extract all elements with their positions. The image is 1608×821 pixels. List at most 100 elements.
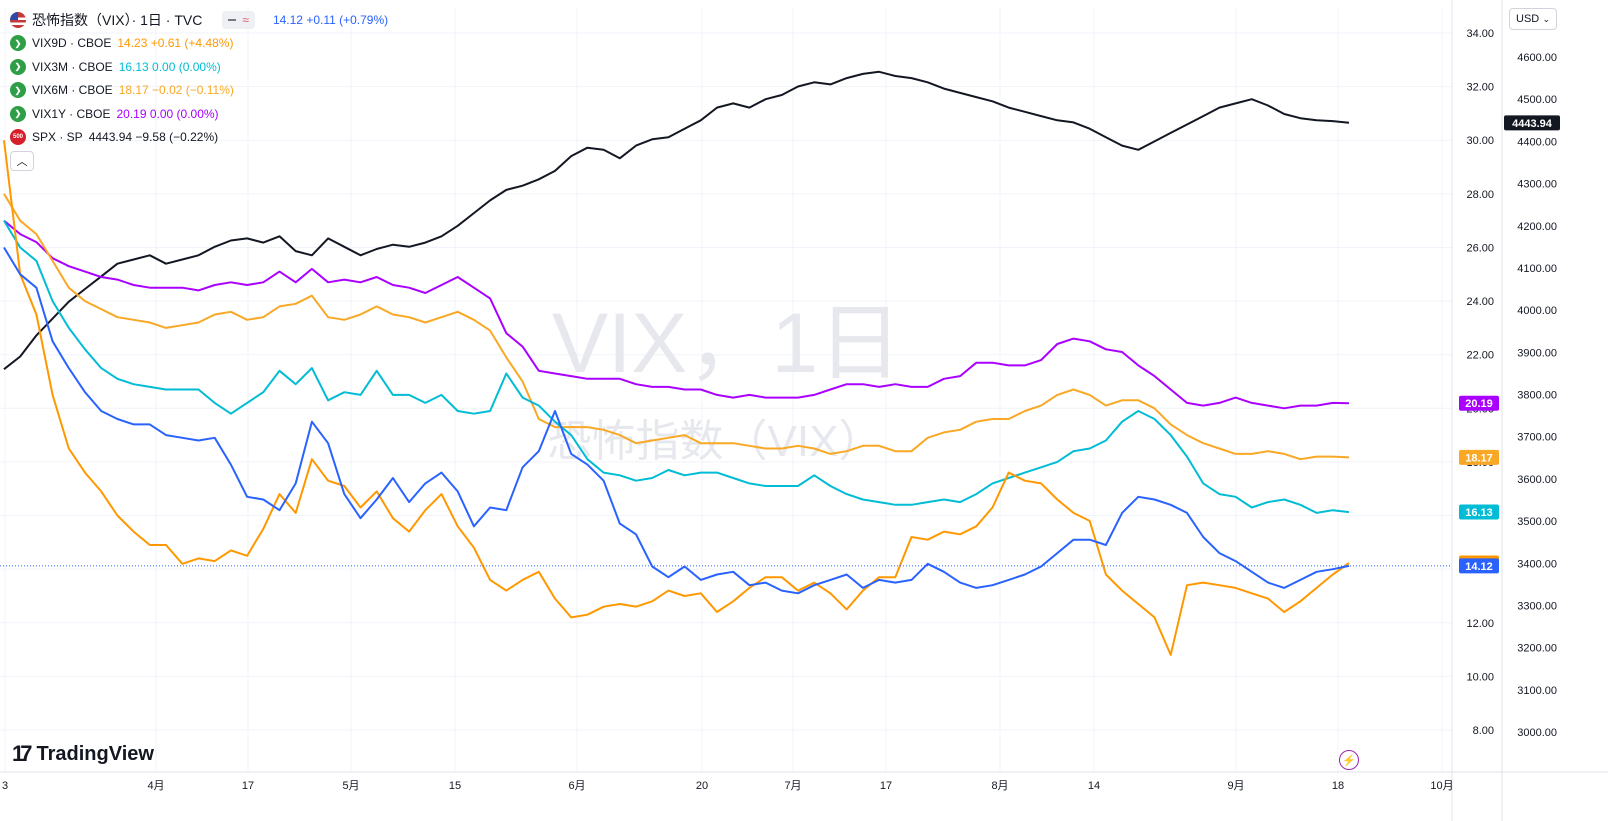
chevron-down-icon: ⌄ xyxy=(1542,13,1550,24)
last-value-text: 16.13 xyxy=(1465,507,1493,519)
last-value-text: 20.19 xyxy=(1465,398,1493,410)
legend-quote: 20.19 0.00 (0.00%) xyxy=(116,106,219,121)
series-line-SPX xyxy=(3,70,1350,370)
time-axis-tick: 4月 xyxy=(147,780,164,792)
left-axis-tick: 22.00 xyxy=(1466,350,1494,362)
right-axis-tick: 4100.00 xyxy=(1517,263,1557,275)
legend-symbol: SPX · SP xyxy=(32,130,83,145)
time-axis-tick: 10月 xyxy=(1430,780,1453,792)
lightning-icon[interactable]: ⚡ xyxy=(1339,750,1359,770)
right-axis-tick: 3800.00 xyxy=(1517,390,1557,402)
green-chevron-icon: ❯ xyxy=(10,82,26,99)
time-axis-tick: 15 xyxy=(449,780,461,792)
left-axis-tick: 10.00 xyxy=(1466,671,1494,683)
right-axis-tick: 3200.00 xyxy=(1517,643,1557,655)
time-axis-tick: 18 xyxy=(1332,780,1344,792)
time-axis-tick: 14 xyxy=(1088,780,1100,792)
green-chevron-icon: ❯ xyxy=(10,105,26,122)
right-axis-tick: 3700.00 xyxy=(1517,432,1557,444)
time-axis-tick: 9月 xyxy=(1227,780,1244,792)
legend-row-2[interactable]: ❯ VIX6M · CBOE 18.17 −0.02 (−0.11%) xyxy=(10,79,388,103)
last-value-badge xyxy=(1459,558,1499,574)
last-value-badge xyxy=(1459,395,1499,411)
time-axis-tick: 20 xyxy=(696,780,708,792)
last-value-text: 4443.94 xyxy=(1512,118,1553,130)
line-style-icon xyxy=(228,18,237,21)
left-axis-tick: 26.00 xyxy=(1466,242,1494,254)
collapse-legend-button[interactable]: ︿ xyxy=(10,151,34,171)
right-axis-tick: 3600.00 xyxy=(1517,474,1557,486)
legend-quote: 14.23 +0.61 (+4.48%) xyxy=(117,36,234,51)
series-line-恐怖指数（VIX） xyxy=(3,246,1350,595)
right-axis-tick: 4500.00 xyxy=(1517,94,1557,106)
tradingview-mark-icon: 17 xyxy=(12,741,33,766)
legend-quote: 18.17 −0.02 (−0.11%) xyxy=(118,83,234,98)
right-axis-tick: 4600.00 xyxy=(1517,52,1557,64)
time-axis-tick: 5月 xyxy=(342,780,359,792)
right-axis-tick: 3400.00 xyxy=(1517,558,1557,570)
symbol-legend: 恐怖指数（VIX）· 1日 · TVC ≈ 14.12 +0.11 (+0.79… xyxy=(10,8,388,171)
last-value-badge xyxy=(1459,449,1499,465)
left-axis-tick: 32.00 xyxy=(1466,82,1494,94)
currency-selector[interactable]: USD ⌄ xyxy=(1509,8,1557,30)
legend-row-3[interactable]: ❯ VIX1Y · CBOE 20.19 0.00 (0.00%) xyxy=(10,102,388,126)
main-symbol-quote: 14.12 +0.11 (+0.79%) xyxy=(272,12,389,27)
green-chevron-icon: ❯ xyxy=(10,35,26,52)
main-symbol-row[interactable]: 恐怖指数（VIX）· 1日 · TVC ≈ 14.12 +0.11 (+0.79… xyxy=(10,8,388,32)
series-style-toggle[interactable]: ≈ xyxy=(222,10,255,29)
green-chevron-icon: ❯ xyxy=(10,58,26,75)
compare-wave-icon: ≈ xyxy=(242,12,249,27)
time-axis-tick: 6月 xyxy=(568,780,585,792)
price-axes[interactable]: 34.0032.0030.0028.0026.0024.0022.0020.00… xyxy=(1466,28,1557,739)
chart-series xyxy=(0,70,1452,656)
time-axis-tick: 3 xyxy=(2,780,8,792)
left-axis-tick: 24.00 xyxy=(1466,296,1494,308)
series-line-VIX9D xyxy=(3,140,1350,656)
left-axis-tick: 12.00 xyxy=(1466,618,1494,630)
left-axis-tick: 30.00 xyxy=(1466,135,1494,147)
series-line-VIX3M xyxy=(3,220,1350,514)
right-axis-tick: 4200.00 xyxy=(1517,221,1557,233)
legend-quote: 16.13 0.00 (0.00%) xyxy=(118,59,221,74)
time-axis-tick: 8月 xyxy=(991,780,1008,792)
right-axis-tick: 4000.00 xyxy=(1517,305,1557,317)
us-flag-icon xyxy=(10,11,26,28)
spx-500-icon: 500 xyxy=(10,129,26,146)
last-value-badge xyxy=(1459,504,1499,520)
currency-label: USD xyxy=(1516,13,1540,25)
main-symbol-title[interactable]: 恐怖指数（VIX）· 1日 · TVC xyxy=(32,11,203,28)
tradingview-wordmark: TradingView xyxy=(36,742,154,765)
legend-symbol: VIX6M · CBOE xyxy=(32,83,113,98)
series-line-VIX6M xyxy=(3,193,1350,461)
tradingview-logo[interactable]: 17 TradingView xyxy=(12,741,154,767)
watermark-subtitle: 恐怖指数（VIX） xyxy=(548,417,883,466)
legend-symbol: VIX3M · CBOE xyxy=(32,59,113,74)
legend-row-4[interactable]: 500 SPX · SP 4443.94 −9.58 (−0.22%) xyxy=(10,126,388,150)
chevron-up-icon: ︿ xyxy=(16,156,28,168)
right-axis-tick: 3300.00 xyxy=(1517,600,1557,612)
time-axis-tick: 7月 xyxy=(784,780,801,792)
right-axis-tick: 3100.00 xyxy=(1517,685,1557,697)
last-value-badge xyxy=(1504,115,1560,131)
right-axis-tick: 3500.00 xyxy=(1517,516,1557,528)
right-axis-tick: 3000.00 xyxy=(1517,727,1557,739)
time-axis-tick: 17 xyxy=(242,780,254,792)
right-axis-tick: 4400.00 xyxy=(1517,136,1557,148)
legend-row-1[interactable]: ❯ VIX3M · CBOE 16.13 0.00 (0.00%) xyxy=(10,55,388,79)
last-value-text: 18.17 xyxy=(1465,452,1493,464)
time-axis[interactable]: 3 4月 17 5月 15 6月 20 7月 17 8月 14 9月 18 10月 xyxy=(2,780,1454,792)
last-value-text: 14.12 xyxy=(1465,561,1493,573)
left-axis-tick: 28.00 xyxy=(1466,189,1494,201)
legend-quote: 4443.94 −9.58 (−0.22%) xyxy=(88,130,219,145)
legend-row-0[interactable]: ❯ VIX9D · CBOE 14.23 +0.61 (+4.48%) xyxy=(10,32,388,56)
series-line-VIX1Y xyxy=(3,219,1350,410)
watermark-title: VIX，1日 xyxy=(552,296,902,390)
legend-symbol: VIX9D · CBOE xyxy=(32,36,112,51)
legend-symbol: VIX1Y · CBOE xyxy=(32,106,111,121)
right-axis-tick: 3900.00 xyxy=(1517,347,1557,359)
right-axis-tick: 4300.00 xyxy=(1517,179,1557,191)
time-axis-tick: 17 xyxy=(880,780,892,792)
